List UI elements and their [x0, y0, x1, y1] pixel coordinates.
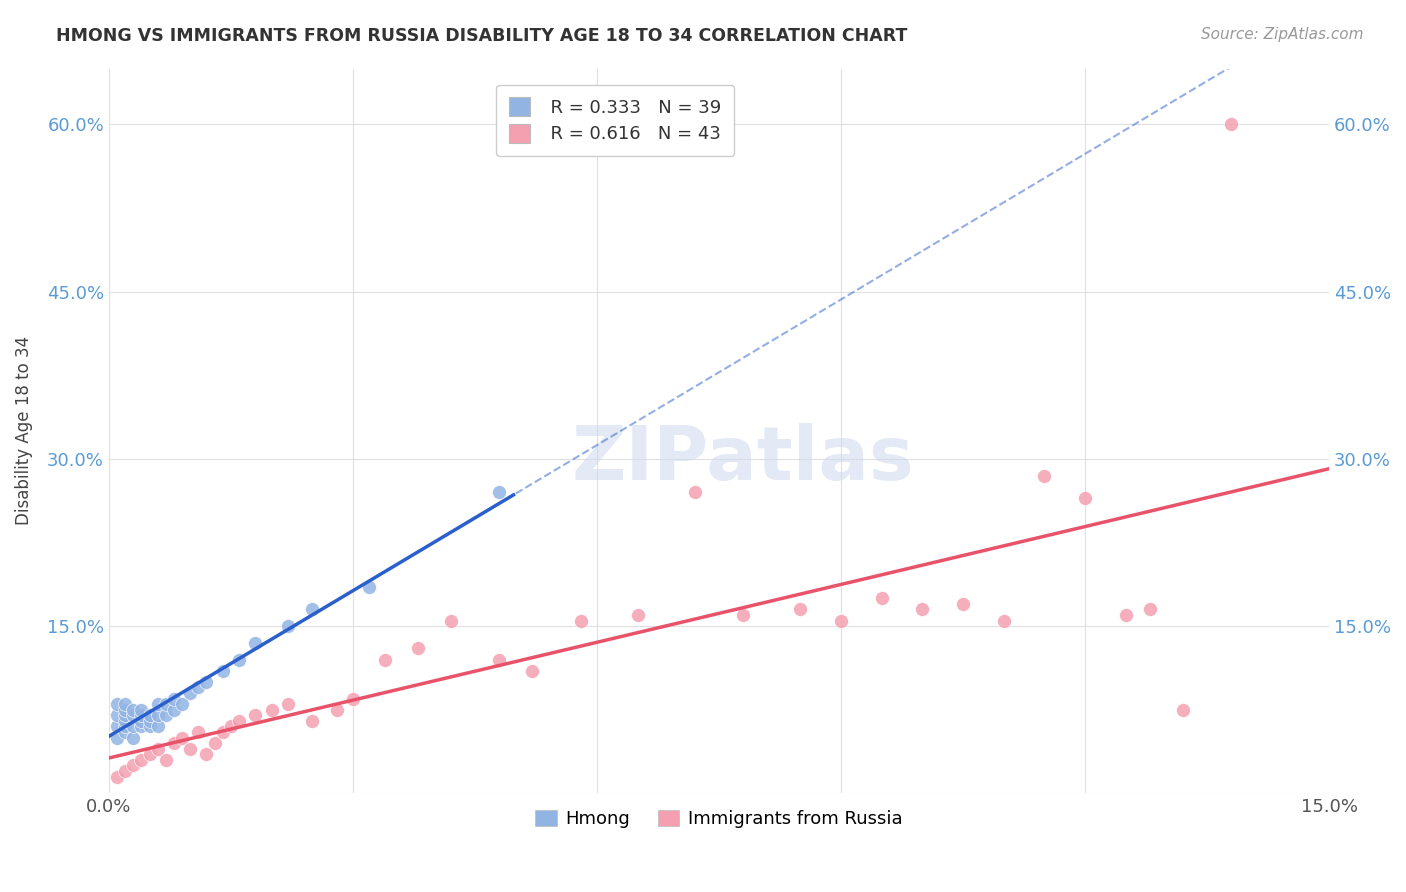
Point: [789, 602, 811, 616]
Point: [114, 708, 136, 723]
Point: [301, 602, 323, 616]
Point: [179, 741, 201, 756]
Point: [187, 681, 209, 695]
Point: [195, 747, 218, 762]
Point: [1074, 491, 1097, 505]
Point: [114, 719, 136, 733]
Point: [163, 703, 186, 717]
Point: [105, 731, 128, 745]
Point: [870, 591, 893, 606]
Point: [439, 614, 461, 628]
Point: [228, 652, 250, 666]
Point: [131, 703, 153, 717]
Point: [155, 753, 177, 767]
Point: [1220, 117, 1243, 131]
Point: [105, 719, 128, 733]
Point: [146, 708, 169, 723]
Point: [163, 736, 186, 750]
Point: [993, 614, 1015, 628]
Point: [406, 641, 429, 656]
Text: HMONG VS IMMIGRANTS FROM RUSSIA DISABILITY AGE 18 TO 34 CORRELATION CHART: HMONG VS IMMIGRANTS FROM RUSSIA DISABILI…: [56, 27, 908, 45]
Point: [122, 703, 145, 717]
Point: [138, 714, 160, 728]
Point: [131, 719, 153, 733]
Point: [179, 686, 201, 700]
Point: [172, 697, 194, 711]
Point: [211, 664, 233, 678]
Point: [138, 708, 160, 723]
Point: [245, 708, 267, 723]
Point: [122, 719, 145, 733]
Point: [733, 607, 755, 622]
Point: [195, 674, 218, 689]
Text: Source: ZipAtlas.com: Source: ZipAtlas.com: [1201, 27, 1364, 42]
Point: [114, 714, 136, 728]
Point: [105, 708, 128, 723]
Point: [105, 697, 128, 711]
Point: [359, 580, 381, 594]
Point: [146, 719, 169, 733]
Point: [114, 725, 136, 739]
Point: [172, 731, 194, 745]
Point: [138, 719, 160, 733]
Point: [260, 703, 283, 717]
Point: [1115, 607, 1137, 622]
Point: [122, 731, 145, 745]
Legend: Hmong, Immigrants from Russia: Hmong, Immigrants from Russia: [527, 802, 910, 835]
Point: [683, 485, 706, 500]
Point: [952, 597, 974, 611]
Point: [277, 619, 299, 633]
Point: [122, 708, 145, 723]
Point: [301, 714, 323, 728]
Point: [131, 714, 153, 728]
Point: [488, 485, 510, 500]
Point: [245, 636, 267, 650]
Point: [1033, 468, 1056, 483]
Point: [146, 697, 169, 711]
Point: [569, 614, 592, 628]
Point: [105, 770, 128, 784]
Point: [187, 725, 209, 739]
Point: [520, 664, 543, 678]
Point: [114, 697, 136, 711]
Point: [488, 652, 510, 666]
Point: [204, 736, 226, 750]
Point: [219, 719, 242, 733]
Point: [626, 607, 648, 622]
Point: [830, 614, 852, 628]
Point: [911, 602, 934, 616]
Point: [325, 703, 347, 717]
Point: [146, 741, 169, 756]
Point: [122, 758, 145, 772]
Point: [228, 714, 250, 728]
Point: [211, 725, 233, 739]
Point: [277, 697, 299, 711]
Point: [131, 708, 153, 723]
Point: [114, 764, 136, 778]
Point: [374, 652, 396, 666]
Point: [155, 708, 177, 723]
Point: [1171, 703, 1194, 717]
Point: [131, 753, 153, 767]
Point: [138, 747, 160, 762]
Y-axis label: Disability Age 18 to 34: Disability Age 18 to 34: [15, 336, 32, 525]
Point: [163, 691, 186, 706]
Point: [114, 703, 136, 717]
Point: [1139, 602, 1161, 616]
Point: [155, 697, 177, 711]
Point: [342, 691, 364, 706]
Text: ZIPatlas: ZIPatlas: [572, 424, 915, 497]
